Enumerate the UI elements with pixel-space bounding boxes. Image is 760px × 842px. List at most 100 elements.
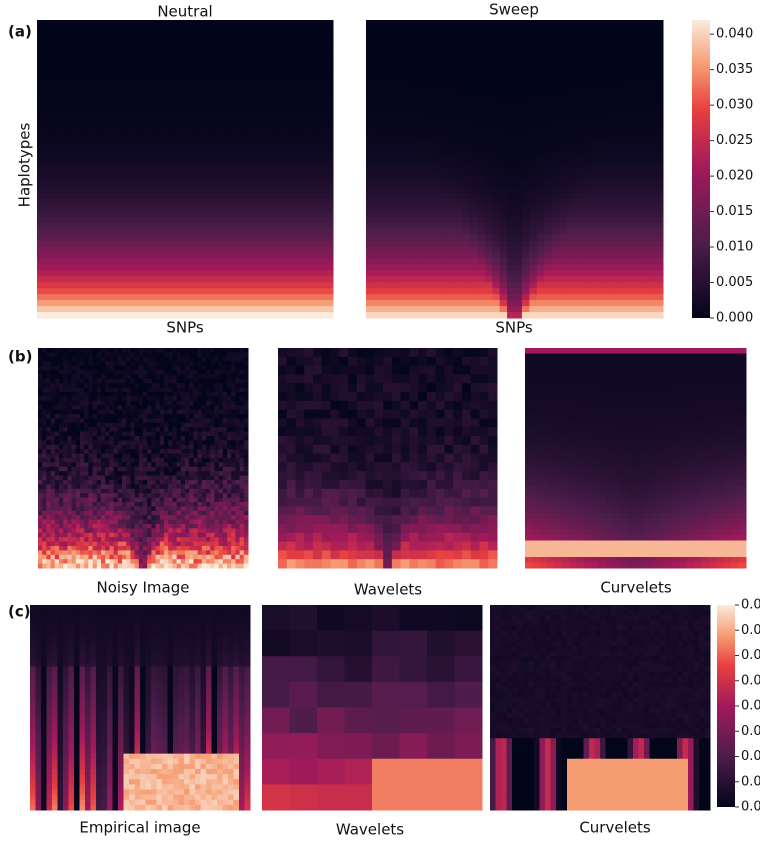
heatmap-cell [177, 449, 182, 454]
heatmap-cell [611, 38, 619, 44]
heatmap-cell [403, 306, 411, 312]
heatmap-cell [37, 223, 52, 229]
heatmap-cell [566, 127, 574, 133]
heatmap-cell [274, 56, 289, 62]
heatmap-cell [143, 392, 148, 397]
heatmap-cell [641, 121, 649, 127]
heatmap-cell [81, 62, 96, 68]
heatmap-cell [80, 506, 85, 511]
heatmap-cell [574, 199, 582, 205]
heatmap-cell [193, 511, 198, 516]
heatmap-cell [38, 506, 43, 511]
heatmap-cell [566, 270, 574, 276]
heatmap-cell [147, 454, 152, 459]
heatmap-cell [185, 151, 200, 157]
heatmap-cell [574, 103, 582, 109]
heatmap-cell [274, 264, 289, 270]
heatmap-cell [440, 264, 448, 270]
heatmap-cell [135, 493, 140, 498]
heatmap-cell [515, 151, 523, 157]
heatmap-cell [492, 80, 500, 86]
heatmap-cell [455, 86, 463, 92]
heatmap-cell [55, 445, 60, 450]
heatmap-cell [373, 32, 381, 38]
heatmap-cell [52, 193, 67, 199]
heatmap-cell [181, 480, 186, 485]
heatmap-cell [589, 300, 597, 306]
heatmap-cell [289, 246, 304, 252]
heatmap-cell [411, 97, 419, 103]
heatmap-cell [193, 423, 198, 428]
heatmap-cell [141, 133, 156, 139]
heatmap-cell [96, 241, 111, 247]
heatmap-cell [559, 86, 567, 92]
heatmap-cell [641, 205, 649, 211]
heatmap-cell [139, 427, 144, 432]
heatmap-cell [101, 436, 106, 441]
heatmap-cell [181, 493, 186, 498]
heatmap-cell [366, 62, 374, 68]
heatmap-cell [170, 97, 185, 103]
heatmap-cell [596, 199, 604, 205]
heatmap-cell [147, 506, 152, 511]
heatmap-cell [84, 489, 89, 494]
heatmap-cell [63, 432, 68, 437]
heatmap-cell [500, 306, 508, 312]
heatmap-cell [403, 235, 411, 241]
heatmap-cell [303, 223, 318, 229]
heatmap-cell [373, 252, 381, 258]
heatmap-cell [202, 388, 207, 393]
heatmap-cell [425, 56, 433, 62]
heatmap-cell [244, 276, 259, 282]
heatmap-cell [463, 26, 471, 32]
heatmap-cell [492, 187, 500, 193]
heatmap-cell [81, 169, 96, 175]
heatmap-cell [84, 471, 89, 476]
heatmap-cell [259, 32, 274, 38]
heatmap-cell [88, 383, 93, 388]
heatmap-cell [589, 80, 597, 86]
heatmap-cell [229, 217, 244, 223]
heatmap-cell [206, 506, 211, 511]
heatmap-cell [529, 139, 537, 145]
heatmap-cell [42, 445, 47, 450]
heatmap-cell [122, 449, 127, 454]
heatmap-cell [463, 80, 471, 86]
heatmap-cell [470, 133, 478, 139]
heatmap-cell [259, 26, 274, 32]
heatmap-cell [244, 175, 259, 181]
heatmap-cell [67, 133, 82, 139]
heatmap-cell [193, 348, 198, 353]
heatmap-cell [80, 348, 85, 353]
heatmap-cell [38, 515, 43, 520]
heatmap-cell [72, 427, 77, 432]
heatmap-cell [231, 379, 236, 384]
heatmap-cell [147, 401, 152, 406]
heatmap-cell [381, 193, 389, 199]
heatmap-cell [231, 392, 236, 397]
heatmap-cell [559, 258, 567, 264]
heatmap-cell [589, 181, 597, 187]
heatmap-cell [589, 223, 597, 229]
heatmap-cell [522, 127, 530, 133]
heatmap-cell [156, 414, 161, 419]
heatmap-cell [37, 32, 52, 38]
heatmap-cell [448, 223, 456, 229]
heatmap-cell [177, 361, 182, 366]
heatmap-cell [648, 264, 656, 270]
heatmap-cell [42, 506, 47, 511]
heatmap-cell [470, 32, 478, 38]
heatmap-cell [80, 471, 85, 476]
heatmap-cell [151, 462, 156, 467]
heatmap-cell [596, 181, 604, 187]
heatmap-cell [604, 229, 612, 235]
heatmap-cell [177, 405, 182, 410]
heatmap-cell [51, 484, 56, 489]
heatmap-cell [231, 462, 236, 467]
heatmap-cell [589, 276, 597, 282]
heatmap-cell [433, 133, 441, 139]
heatmap-cell [231, 436, 236, 441]
heatmap-cell [147, 379, 152, 384]
heatmap-cell [37, 121, 52, 127]
heatmap-cell [202, 366, 207, 371]
